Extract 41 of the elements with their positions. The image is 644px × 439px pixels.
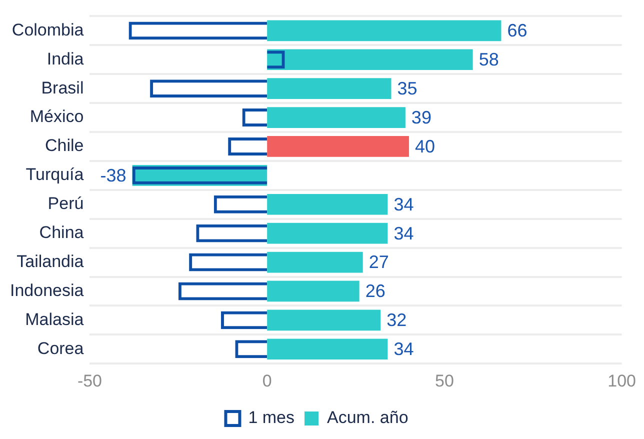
y-tick-label: México <box>30 107 84 126</box>
data-label: 34 <box>394 339 414 360</box>
x-tick-label: 100 <box>608 371 636 390</box>
data-label: 34 <box>394 223 414 244</box>
y-tick-label: India <box>46 49 84 68</box>
y-tick-label: Brasil <box>41 78 84 98</box>
bar <box>267 222 388 244</box>
y-tick-label: Chile <box>44 136 84 156</box>
data-label: 34 <box>394 194 414 214</box>
x-tick-label: 0 <box>262 371 272 390</box>
bar <box>267 20 502 42</box>
y-tick-label: Colombia <box>12 20 84 40</box>
legend-label: Acum. año <box>327 408 408 428</box>
y-tick-label: Malasia <box>25 310 84 329</box>
y-tick-label: Corea <box>37 338 84 358</box>
bar <box>267 252 363 273</box>
bar <box>267 194 388 215</box>
bar <box>267 280 360 302</box>
x-tick-label: 50 <box>434 371 454 390</box>
bar <box>267 107 406 128</box>
bar <box>267 338 388 360</box>
bar <box>267 78 392 99</box>
legend-label: 1 mes <box>248 408 295 428</box>
bar <box>267 310 381 331</box>
y-tick-label: Perú <box>48 194 84 214</box>
bar <box>267 49 473 70</box>
data-label: 32 <box>386 310 407 330</box>
data-label: 66 <box>507 20 528 41</box>
data-label: 27 <box>368 252 389 272</box>
y-tick-label: Indonesia <box>10 280 84 300</box>
y-tick-label: China <box>39 223 84 242</box>
x-tick-label: -50 <box>77 371 102 390</box>
data-label: 35 <box>397 78 418 99</box>
y-tick-label: Turquía <box>26 165 84 184</box>
y-tick-label: Tailandia <box>16 252 84 271</box>
data-label: 40 <box>414 136 436 156</box>
data-label: 58 <box>478 50 499 70</box>
bar <box>267 136 409 157</box>
data-label: 39 <box>411 107 432 128</box>
data-label: -38 <box>100 165 126 186</box>
data-label: 26 <box>365 281 386 302</box>
